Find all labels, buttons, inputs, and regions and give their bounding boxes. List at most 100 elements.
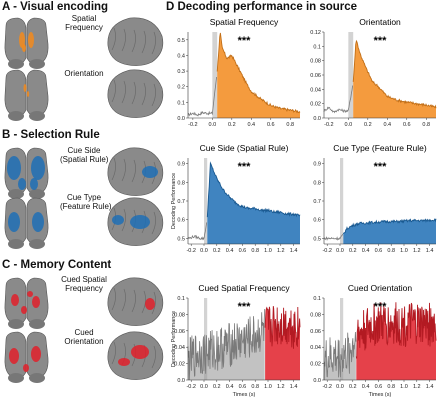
cerebellum-left bbox=[8, 189, 24, 199]
chart-title: Cue Side (Spatial Rule) bbox=[200, 143, 289, 153]
brain-cued-spatial-frequency bbox=[4, 277, 164, 329]
x-tick-label: 0.4 bbox=[362, 384, 370, 390]
x-tick-label: 1.2 bbox=[277, 384, 285, 390]
sulcus bbox=[121, 208, 126, 232]
sulcus bbox=[141, 30, 146, 54]
activation-blob bbox=[19, 32, 25, 48]
y-tick-label: 0.1 bbox=[313, 296, 321, 302]
y-axis-label: Decoding Performance bbox=[171, 311, 177, 367]
sulcus bbox=[131, 289, 136, 313]
y-tick-label: 0.8 bbox=[313, 180, 321, 186]
sulcus bbox=[111, 79, 116, 103]
activation-blob bbox=[131, 345, 149, 359]
y-axis-label: Decoding Performance bbox=[171, 173, 177, 229]
y-tick-label: 0.1 bbox=[177, 100, 185, 106]
sulcus bbox=[151, 31, 156, 55]
x-tick-label: 1.0 bbox=[400, 248, 408, 254]
activation-blob bbox=[145, 298, 155, 310]
chart-cued-orientation: Cued Orientation 0.0 0.02 0.04 0.06 0.08 0.1 -0… bbox=[306, 282, 440, 400]
cue-window bbox=[212, 32, 218, 118]
x-tick-label: -0.2 bbox=[322, 248, 331, 254]
y-tick-label: 0.4 bbox=[177, 53, 185, 59]
cerebellum-right bbox=[29, 111, 45, 121]
cerebellum-right bbox=[29, 373, 45, 383]
chart-orientation: Orientation 0.0 0.02 0.04 0.06 0.08 0.1 0.12 -0.… bbox=[306, 16, 440, 130]
activation-blob bbox=[130, 215, 150, 229]
cerebellum-right bbox=[29, 319, 45, 329]
sulcus bbox=[121, 158, 126, 182]
y-tick-label: 0.08 bbox=[310, 59, 321, 65]
significant-area bbox=[265, 306, 300, 380]
brain-cue-side bbox=[4, 147, 164, 199]
significant-line bbox=[216, 32, 301, 114]
y-tick-label: 0.08 bbox=[310, 312, 321, 318]
brain-orientation bbox=[4, 69, 164, 121]
x-tick-label: 0.8 bbox=[251, 248, 259, 254]
x-tick-label: 1.4 bbox=[290, 248, 298, 254]
y-tick-label: 0.9 bbox=[177, 162, 185, 168]
right-hemisphere bbox=[26, 17, 49, 65]
significant-line bbox=[264, 306, 301, 349]
x-tick-label: 0.0 bbox=[209, 122, 217, 128]
brain-label-cued-orientation: Cued Orientation bbox=[64, 328, 104, 346]
x-tick-label: 1.4 bbox=[290, 384, 298, 390]
x-tick-label: 0.6 bbox=[403, 122, 411, 128]
sulcus bbox=[141, 82, 146, 106]
brain-spatial-frequency bbox=[4, 17, 164, 69]
brain-label-orientation: Orientation bbox=[64, 69, 104, 78]
significant-line bbox=[206, 161, 301, 218]
x-tick-label: 0.2 bbox=[213, 248, 221, 254]
x-tick-label: 1.4 bbox=[426, 384, 434, 390]
x-tick-label: 1.0 bbox=[400, 384, 408, 390]
cue-window bbox=[340, 158, 344, 244]
y-tick-label: 0.5 bbox=[177, 236, 185, 242]
x-tick-label: 0.4 bbox=[226, 384, 234, 390]
activation-blob bbox=[118, 358, 130, 366]
y-tick-label: 0.5 bbox=[313, 236, 321, 242]
significant-area bbox=[217, 32, 300, 118]
brain-label-cue-type: Cue Type (Feature Rule) bbox=[60, 193, 112, 211]
x-tick-label: 0.0 bbox=[200, 248, 208, 254]
cue-window bbox=[204, 158, 208, 244]
nonsignificant-line bbox=[323, 85, 353, 114]
x-axis-label: Times (s) bbox=[369, 392, 392, 398]
y-tick-label: 0.6 bbox=[313, 218, 321, 224]
nonsignificant-line bbox=[187, 76, 217, 117]
y-tick-label: 0.9 bbox=[313, 162, 321, 168]
y-tick-label: 0.02 bbox=[310, 102, 321, 108]
sulcus bbox=[111, 341, 116, 365]
activation-blob bbox=[31, 156, 45, 180]
brain-label-spatial-frequency: Spatial Frequency bbox=[65, 14, 103, 32]
x-tick-label: -0.2 bbox=[188, 122, 197, 128]
x-tick-label: 0.4 bbox=[226, 248, 234, 254]
cue-window bbox=[348, 32, 354, 118]
activation-blob bbox=[22, 44, 26, 52]
x-tick-label: 0.0 bbox=[345, 122, 353, 128]
activation-blob bbox=[28, 32, 34, 48]
sulcus bbox=[131, 159, 136, 183]
brain-label-cue-side: Cue Side (Spatial Rule) bbox=[60, 146, 109, 164]
activation-blob bbox=[112, 215, 124, 225]
x-tick-label: -0.2 bbox=[186, 248, 195, 254]
x-tick-label: 0.4 bbox=[383, 122, 391, 128]
chart-cue-side: Cue Side (Spatial Rule) 0.5 0.6 0.7 0.8 0.9 -0… bbox=[170, 142, 304, 256]
y-tick-label: 0.1 bbox=[177, 296, 185, 302]
x-tick-label: 0.0 bbox=[336, 248, 344, 254]
cerebellum-right bbox=[29, 59, 45, 69]
x-tick-label: 0.8 bbox=[251, 384, 259, 390]
activation-blob bbox=[9, 348, 19, 364]
activation-blob bbox=[26, 91, 30, 97]
y-tick-label: 0.08 bbox=[174, 312, 185, 318]
x-tick-label: -0.2 bbox=[322, 384, 331, 390]
x-tick-label: 0.6 bbox=[267, 122, 275, 128]
nonsignificant-area bbox=[324, 332, 356, 380]
chart-cued-spatial-frequency: Cued Spatial Frequency 0.0 0.02 0.04 0.06 0.0… bbox=[170, 282, 304, 400]
cerebellum-left bbox=[8, 59, 24, 69]
x-tick-label: 1.2 bbox=[277, 248, 285, 254]
chart-cue-type: Cue Type (Feature Rule) 0.5 0.6 0.7 0.8 0.9 -0… bbox=[306, 142, 440, 256]
significant-line bbox=[352, 39, 437, 109]
significant-line bbox=[355, 302, 437, 359]
y-tick-label: 0.12 bbox=[310, 30, 321, 36]
x-tick-label: 0.8 bbox=[387, 384, 395, 390]
x-tick-label: 0.4 bbox=[247, 122, 255, 128]
